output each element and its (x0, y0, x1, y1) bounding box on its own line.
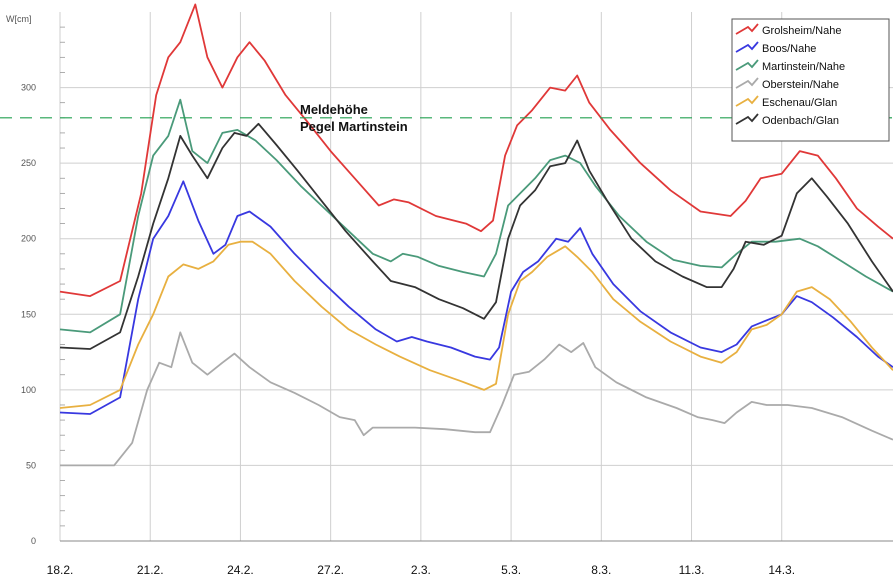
y-tick-labels: 0 50 100 150 200 250 300 (21, 83, 36, 546)
y-tick-label: 50 (26, 460, 36, 470)
legend-swatch (735, 23, 759, 35)
grid (59, 12, 893, 542)
minor-ticks (60, 26, 65, 527)
series-line (60, 331, 893, 467)
x-tick-label: 11.3. (679, 563, 705, 577)
legend-label: Boos/Nahe (762, 43, 816, 55)
legend-swatch (735, 41, 759, 53)
legend-swatch (735, 77, 759, 89)
x-tick-label: 5.3. (501, 563, 521, 577)
series-line (59, 240, 893, 409)
y-axis-label: W[cm] (6, 14, 32, 24)
threshold-label-line1: Meldehöhe (300, 102, 368, 117)
x-tick-label: 18.2. (47, 563, 74, 577)
series-line (59, 180, 893, 415)
x-tick-label: 2.3. (411, 563, 431, 577)
legend-box (731, 18, 890, 142)
y-tick-label: 100 (21, 385, 36, 395)
y-tick-label: 200 (21, 234, 36, 244)
x-tick-label: 24.2. (227, 563, 254, 577)
legend-swatch (735, 113, 759, 125)
series-line (59, 98, 893, 334)
series-line (59, 3, 893, 297)
x-tick-labels: 18.2. 21.2. 24.2. 27.2. 2.3. 5.3. 8.3. 11.3. 14.… (47, 563, 795, 577)
y-tick-label: 0 (31, 536, 36, 546)
y-tick-label: 300 (21, 83, 36, 93)
legend-label: Oberstein/Nahe (762, 79, 839, 91)
y-tick-label: 250 (21, 158, 36, 168)
legend-swatch (735, 59, 759, 71)
series-group (59, 3, 893, 467)
x-tick-label: 14.3. (768, 563, 795, 577)
threshold-label-line2: Pegel Martinstein (300, 119, 408, 134)
y-tick-label: 150 (21, 309, 36, 319)
x-tick-label: 21.2. (137, 563, 164, 577)
legend-label: Eschenau/Glan (762, 97, 837, 109)
x-tick-label: 8.3. (591, 563, 611, 577)
legend-label: Grolsheim/Nahe (762, 25, 841, 37)
legend-swatch (735, 95, 759, 107)
legend-label: Odenbach/Glan (762, 115, 839, 127)
series-line (59, 122, 893, 350)
x-tick-label: 27.2. (317, 563, 344, 577)
legend-label: Martinstein/Nahe (762, 61, 845, 73)
legend: Grolsheim/Nahe Boos/Nahe Martinstein/Nahe O… (731, 18, 890, 142)
